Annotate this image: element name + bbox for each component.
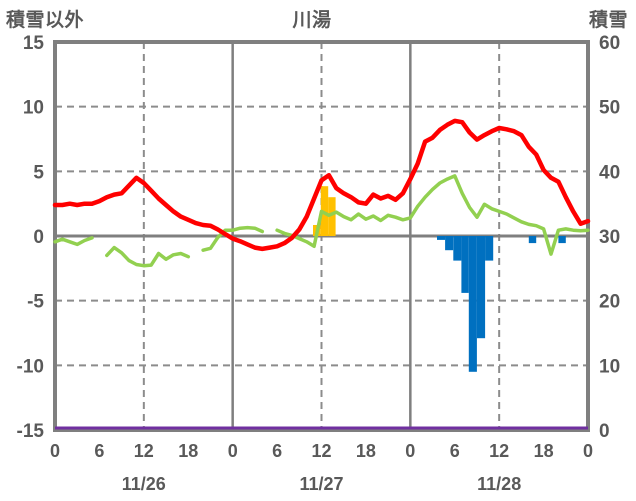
x-axis-date-label: 11/26 [122,474,166,494]
x-axis-tick: 0 [228,441,238,461]
blue-bars-bar [528,236,537,244]
x-axis-tick: 0 [583,441,593,461]
x-axis-tick: 6 [450,441,460,461]
y-axis-tick-left: -10 [17,356,44,377]
y-axis-tick-right: 0 [599,421,610,442]
y-axis-tick-right: 50 [599,98,620,119]
blue-bars-bar [437,236,446,240]
x-axis-tick: 18 [178,441,198,461]
y-axis-tick-left: -15 [17,421,45,442]
x-axis-tick: 12 [489,441,509,461]
chart-title: 川湯 [292,10,332,31]
y-axis-tick-left: 0 [33,227,44,248]
green-line [53,174,590,268]
blue-bars-bar [445,236,454,251]
x-axis-tick: 18 [534,441,554,461]
orange-bars-bar [328,197,336,236]
blue-bars-bar [485,236,494,261]
left-axis-title: 積雪以外 [6,10,85,31]
y-axis-tick-right: 30 [599,227,620,248]
x-axis-tick: 0 [50,441,60,461]
blue-bars-bar [461,236,469,293]
blue-bars-bar [468,236,477,372]
x-axis-tick: 6 [94,441,104,461]
x-axis-tick: 0 [405,441,415,461]
y-axis-tick-left: -5 [27,292,44,313]
right-axis-title: 積雪 [588,10,628,31]
x-axis-tick: 6 [272,441,282,461]
y-axis-tick-right: 40 [599,162,620,183]
plot-border [53,40,590,432]
x-axis-date-label: 11/27 [299,474,343,494]
y-axis-tick-left: 15 [23,33,45,54]
x-axis-tick: 12 [311,441,331,461]
y-axis-tick-right: 10 [599,356,620,377]
blue-bars-bar [558,236,566,244]
red-line [52,118,591,252]
x-axis-tick: 18 [356,441,376,461]
y-axis-tick-right: 20 [599,292,620,313]
y-axis-tick-left: 5 [33,162,44,183]
blue-bars-bar [477,236,486,339]
x-axis-tick: 12 [134,441,154,461]
blue-bars-bar [453,236,462,261]
y-axis-tick-left: 10 [23,98,44,119]
x-axis-date-label: 11/28 [477,474,521,494]
y-axis-tick-right: 60 [599,33,620,54]
